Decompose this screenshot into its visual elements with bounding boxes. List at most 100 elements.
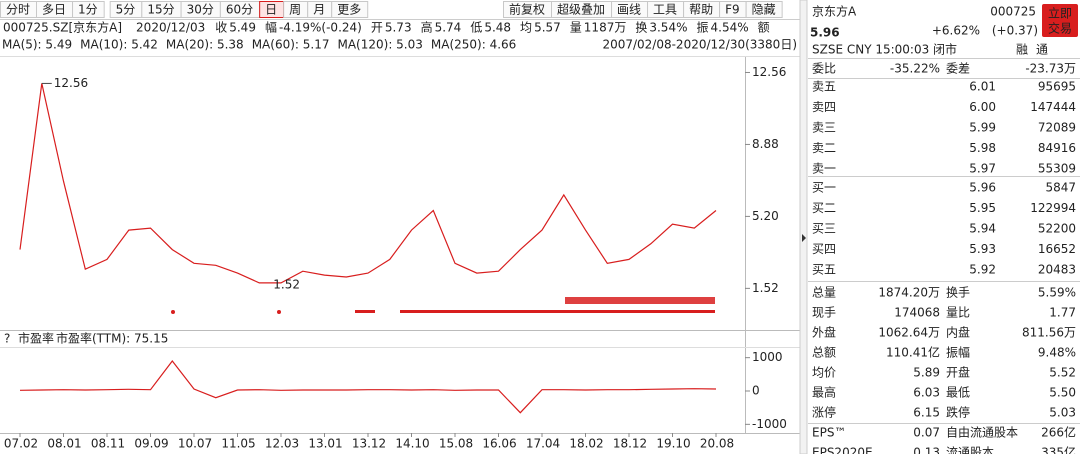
change-pct: +6.62% xyxy=(932,24,980,38)
book-volume: 16652 xyxy=(1038,242,1076,256)
book-volume: 20483 xyxy=(1038,263,1076,277)
signal-stars xyxy=(171,310,715,314)
period-button[interactable]: 日 xyxy=(265,3,277,17)
x-tick-label: 14.10 xyxy=(395,437,429,451)
ratio-value: -35.22% xyxy=(890,62,940,76)
panel-splitter[interactable] xyxy=(799,0,808,454)
stat-value: 6.03 xyxy=(913,386,940,400)
expand-arrow[interactable] xyxy=(802,234,806,242)
period-button[interactable]: 5分 xyxy=(116,3,136,17)
ratio-label: 委比 xyxy=(812,62,836,76)
book-label: 买一 xyxy=(812,181,836,195)
tool-button[interactable]: 隐藏 xyxy=(752,3,776,17)
stat-value: 5.52 xyxy=(1049,366,1076,380)
period-button[interactable]: 周 xyxy=(289,3,301,17)
book-price: 5.98 xyxy=(969,141,996,155)
stat-value: 9.48% xyxy=(1038,346,1076,360)
y-tick-label: 0 xyxy=(752,384,760,398)
period-button[interactable]: 15分 xyxy=(147,3,174,17)
signal-band xyxy=(565,297,715,304)
book-volume: 95695 xyxy=(1038,80,1076,94)
period-button[interactable]: 更多 xyxy=(337,3,361,17)
stat-label: 量比 xyxy=(946,306,970,320)
stat-value: 5.50 xyxy=(1049,386,1076,400)
trade-button-label[interactable]: 立即 xyxy=(1048,6,1072,21)
stat-value: 174068 xyxy=(894,306,940,320)
period-button[interactable]: 1分 xyxy=(78,3,98,17)
stat-label: 开盘 xyxy=(946,365,970,380)
book-label: 卖五 xyxy=(812,80,836,94)
y-tick-label: 1000 xyxy=(752,350,783,364)
stat-label: EPS™ xyxy=(812,426,846,440)
flag: 通 xyxy=(1036,43,1048,57)
stock-name: 京东方A xyxy=(812,4,857,19)
tool-button-frame[interactable] xyxy=(745,1,783,18)
x-tick-label: 12.03 xyxy=(265,437,299,451)
book-label: 买四 xyxy=(812,242,836,256)
y-tick-label: 12.56 xyxy=(752,65,786,79)
trade-button[interactable] xyxy=(1042,4,1078,37)
book-price: 5.97 xyxy=(969,162,996,176)
stat-label: 内盘 xyxy=(946,325,970,340)
y-tick-label: 8.88 xyxy=(752,137,779,151)
stat-label: 总量 xyxy=(812,286,836,300)
date: 2020/12/03 xyxy=(136,21,205,35)
x-tick-label: 08.11 xyxy=(91,437,125,451)
book-price: 6.00 xyxy=(969,100,996,114)
min-annotation: 1.52 xyxy=(273,277,300,291)
field-label: 开 xyxy=(371,21,383,35)
tool-button[interactable]: 帮助 xyxy=(689,3,713,17)
field-label: 低 xyxy=(470,21,482,35)
period-button[interactable]: 分时 xyxy=(6,3,30,17)
stat-label: 现手 xyxy=(812,306,836,320)
tool-button[interactable]: F9 xyxy=(725,3,740,17)
ma-label: MA(20): 5.38 xyxy=(166,38,244,52)
stat-value: 0.13 xyxy=(913,446,940,454)
tool-button[interactable]: 前复权 xyxy=(509,2,545,17)
book-label: 买二 xyxy=(812,201,836,215)
tool-button[interactable]: 超级叠加 xyxy=(557,2,605,17)
x-tick-label: 17.04 xyxy=(526,437,560,451)
x-tick-label: 16.06 xyxy=(482,437,516,451)
stat-value: 110.41亿 xyxy=(886,345,940,360)
help-icon[interactable]: ? xyxy=(4,332,10,346)
tool-button[interactable]: 画线 xyxy=(617,3,641,17)
field-value: 5.73 xyxy=(385,21,412,35)
stat-label: 最低 xyxy=(946,386,970,400)
book-label: 卖一 xyxy=(812,162,836,176)
ma-label: MA(60): 5.17 xyxy=(252,38,330,52)
book-volume: 72089 xyxy=(1038,121,1076,135)
last-price: 5.96 xyxy=(810,26,840,40)
trade-button-label[interactable]: 交易 xyxy=(1048,21,1072,36)
field-label: 换 xyxy=(635,21,647,35)
y-tick-label: 1.52 xyxy=(752,281,779,295)
period-button[interactable]: 30分 xyxy=(187,3,214,17)
stat-label: 均价 xyxy=(812,366,836,380)
stat-label: 跌停 xyxy=(946,405,970,420)
stat-value: 5.59% xyxy=(1038,286,1076,300)
pe-subtitle: 市盈率(TTM): 75.15 xyxy=(56,331,168,346)
period-button-frame[interactable] xyxy=(72,1,105,18)
x-tick-label: 18.02 xyxy=(569,437,603,451)
field-label: 量 xyxy=(570,21,582,35)
field-label: 均 xyxy=(520,21,532,35)
tool-button[interactable]: 工具 xyxy=(653,3,677,17)
stat-value: 335亿 xyxy=(1041,445,1076,454)
field-value: -4.19%(-0.24) xyxy=(279,21,362,35)
book-label: 卖四 xyxy=(812,100,836,114)
pe-title: 市盈率 xyxy=(18,331,54,346)
stat-value: 6.15 xyxy=(913,406,940,420)
stat-label: 振幅 xyxy=(946,345,970,360)
period-button[interactable]: 60分 xyxy=(226,3,253,17)
field-value: 5.57 xyxy=(534,21,561,35)
period-button[interactable]: 多日 xyxy=(42,3,66,17)
book-volume: 147444 xyxy=(1030,100,1076,114)
book-price: 5.95 xyxy=(969,201,996,215)
stat-label: EPS2020E xyxy=(812,446,873,454)
period-button[interactable]: 月 xyxy=(313,3,325,17)
period-button-frame[interactable] xyxy=(331,1,369,18)
price-line xyxy=(19,83,717,284)
stat-value: 1.77 xyxy=(1049,306,1076,320)
stat-value: 0.07 xyxy=(913,426,940,440)
